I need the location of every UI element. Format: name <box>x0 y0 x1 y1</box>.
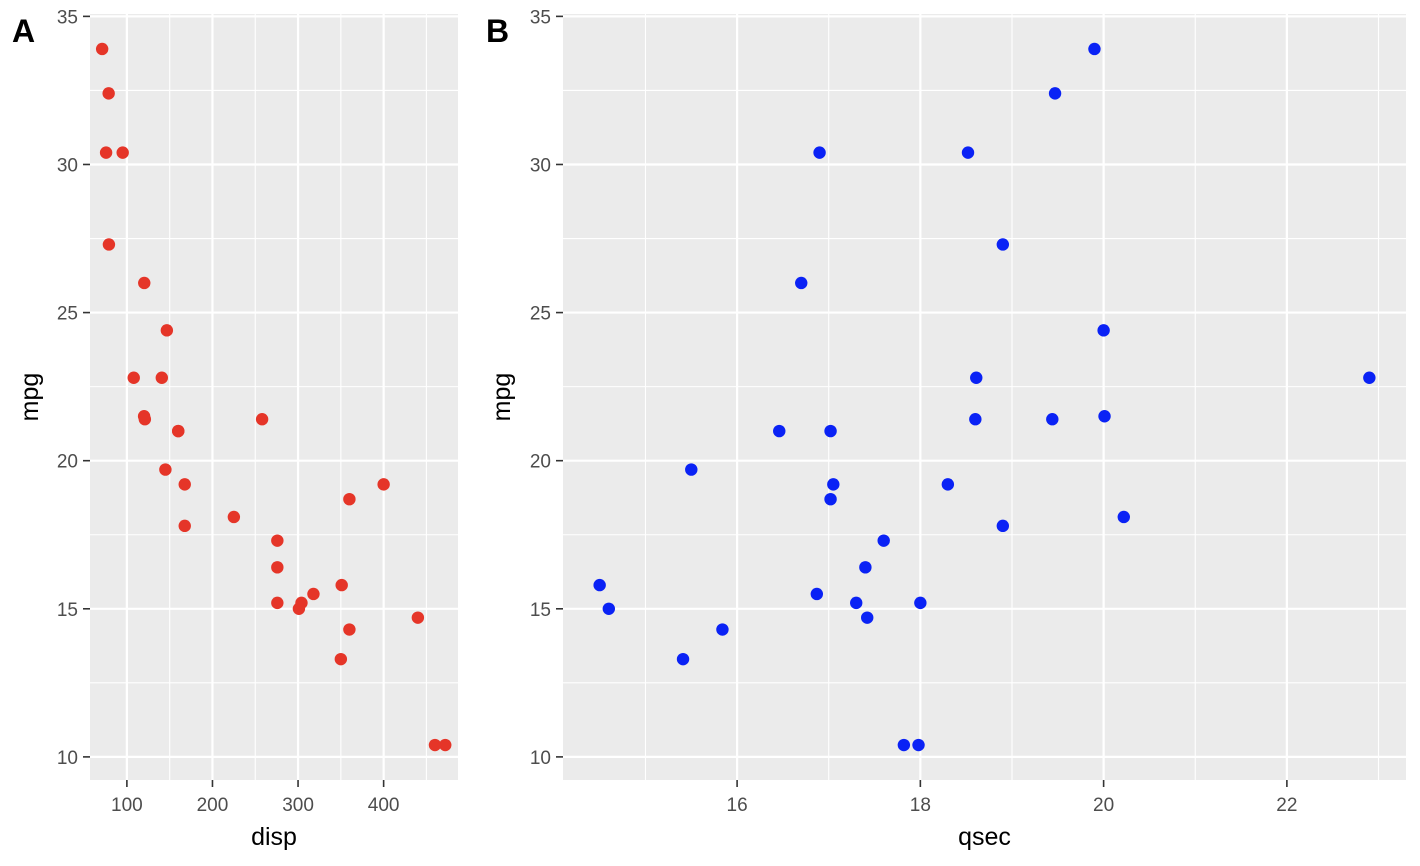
x-axis-title: disp <box>251 823 297 851</box>
data-point <box>970 371 983 384</box>
data-point <box>116 146 129 159</box>
data-point <box>255 413 269 426</box>
x-tick-label: 22 <box>1276 795 1297 816</box>
data-point <box>1088 42 1101 56</box>
data-point <box>178 478 191 491</box>
x-tick-label: 16 <box>727 795 748 816</box>
data-point <box>1097 324 1110 337</box>
data-point <box>1117 510 1130 524</box>
data-point <box>1048 87 1062 100</box>
data-point <box>1363 371 1376 384</box>
data-point <box>897 738 911 752</box>
data-point <box>343 623 356 636</box>
data-point <box>969 413 982 426</box>
plot-background <box>90 14 458 780</box>
data-point <box>227 510 241 524</box>
data-point <box>961 146 975 159</box>
panel-b: 10 15 20 25 30 35 16 18 20 22 qsec mpg B <box>486 7 1406 851</box>
y-axis-title: mpg <box>16 373 44 422</box>
y-tick-label: 10 <box>57 748 78 769</box>
data-point <box>271 596 284 610</box>
data-point <box>271 561 284 574</box>
data-point <box>996 238 1010 251</box>
y-tick-label: 30 <box>57 155 78 176</box>
plot-background <box>563 14 1406 780</box>
x-tick-label: 300 <box>282 795 314 816</box>
data-point <box>716 623 729 636</box>
panel-tag: B <box>486 13 509 49</box>
y-tick-label: 25 <box>530 304 551 325</box>
data-point <box>428 738 442 752</box>
x-tick-label: 400 <box>368 795 400 816</box>
data-point <box>773 424 786 438</box>
data-point <box>813 146 826 159</box>
data-point <box>941 478 955 491</box>
data-point <box>334 652 348 666</box>
x-tick-label: 100 <box>111 795 143 816</box>
x-axis-title: qsec <box>958 823 1011 851</box>
data-point <box>912 738 925 752</box>
data-point <box>102 238 116 251</box>
data-point <box>138 276 151 290</box>
data-point <box>127 371 140 384</box>
y-tick-label: 35 <box>57 7 78 28</box>
data-point <box>850 596 863 610</box>
data-point <box>602 602 616 615</box>
data-point <box>593 578 606 592</box>
data-point <box>439 738 452 752</box>
data-point <box>102 87 115 100</box>
data-point <box>914 596 927 610</box>
data-point <box>377 478 390 491</box>
data-point <box>138 413 152 426</box>
data-point <box>99 146 113 159</box>
data-point <box>172 424 185 438</box>
y-tick-label: 20 <box>530 452 551 473</box>
x-tick-label: 200 <box>197 795 229 816</box>
data-point <box>996 519 1010 533</box>
data-point <box>824 424 837 438</box>
y-tick-label: 35 <box>530 7 551 28</box>
data-point <box>1046 413 1059 426</box>
data-point <box>685 463 698 476</box>
data-point <box>795 276 808 290</box>
y-tick-label: 20 <box>57 452 78 473</box>
data-point <box>271 534 284 547</box>
data-point <box>411 611 425 624</box>
data-point <box>307 587 320 601</box>
data-point <box>155 371 169 384</box>
y-tick-label: 25 <box>57 304 78 325</box>
y-axis-title: mpg <box>488 373 516 422</box>
data-point <box>292 602 306 615</box>
data-point <box>859 561 872 574</box>
y-tick-label: 15 <box>530 600 551 621</box>
y-tick-label: 10 <box>530 748 551 769</box>
data-point <box>159 463 172 476</box>
data-point <box>335 578 348 592</box>
x-tick-label: 18 <box>910 795 931 816</box>
y-tick-label: 15 <box>57 600 78 621</box>
y-tick-label: 30 <box>530 155 551 176</box>
data-point <box>827 478 840 491</box>
x-tick-label: 20 <box>1093 795 1114 816</box>
panel-tag: A <box>12 13 35 49</box>
data-point <box>1098 410 1111 423</box>
data-point <box>95 42 109 56</box>
data-point <box>676 652 690 666</box>
data-point <box>178 519 191 533</box>
data-point <box>160 324 174 337</box>
data-point <box>824 492 837 506</box>
data-point <box>877 534 890 547</box>
data-point <box>810 587 824 601</box>
data-point <box>343 492 356 506</box>
panel-a: 10 15 20 25 30 35 100 200 300 400 disp mpg A <box>12 7 458 851</box>
data-point <box>861 611 874 624</box>
